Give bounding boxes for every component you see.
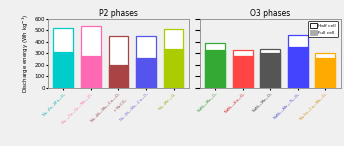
Title: O3 phases: O3 phases xyxy=(250,9,290,18)
Y-axis label: Discharge energy (Wh kg$^{-1}$): Discharge energy (Wh kg$^{-1}$) xyxy=(21,14,31,93)
Bar xyxy=(108,65,128,88)
Bar xyxy=(260,53,280,88)
Bar xyxy=(108,36,128,88)
Bar xyxy=(81,26,101,88)
Bar xyxy=(288,47,308,88)
Bar xyxy=(233,56,252,88)
Bar xyxy=(288,35,308,88)
Title: P2 phases: P2 phases xyxy=(99,9,138,18)
Bar xyxy=(164,29,183,88)
Bar xyxy=(315,58,335,88)
Bar xyxy=(81,56,101,88)
Bar xyxy=(164,49,183,88)
Bar xyxy=(315,53,335,88)
Bar xyxy=(136,36,156,88)
Bar xyxy=(53,28,73,88)
Bar xyxy=(260,49,280,88)
Bar xyxy=(53,52,73,88)
Bar xyxy=(233,50,252,88)
Bar xyxy=(205,50,225,88)
Legend: Half cell, Full cell: Half cell, Full cell xyxy=(308,21,338,37)
Bar xyxy=(205,43,225,88)
Bar xyxy=(136,58,156,88)
